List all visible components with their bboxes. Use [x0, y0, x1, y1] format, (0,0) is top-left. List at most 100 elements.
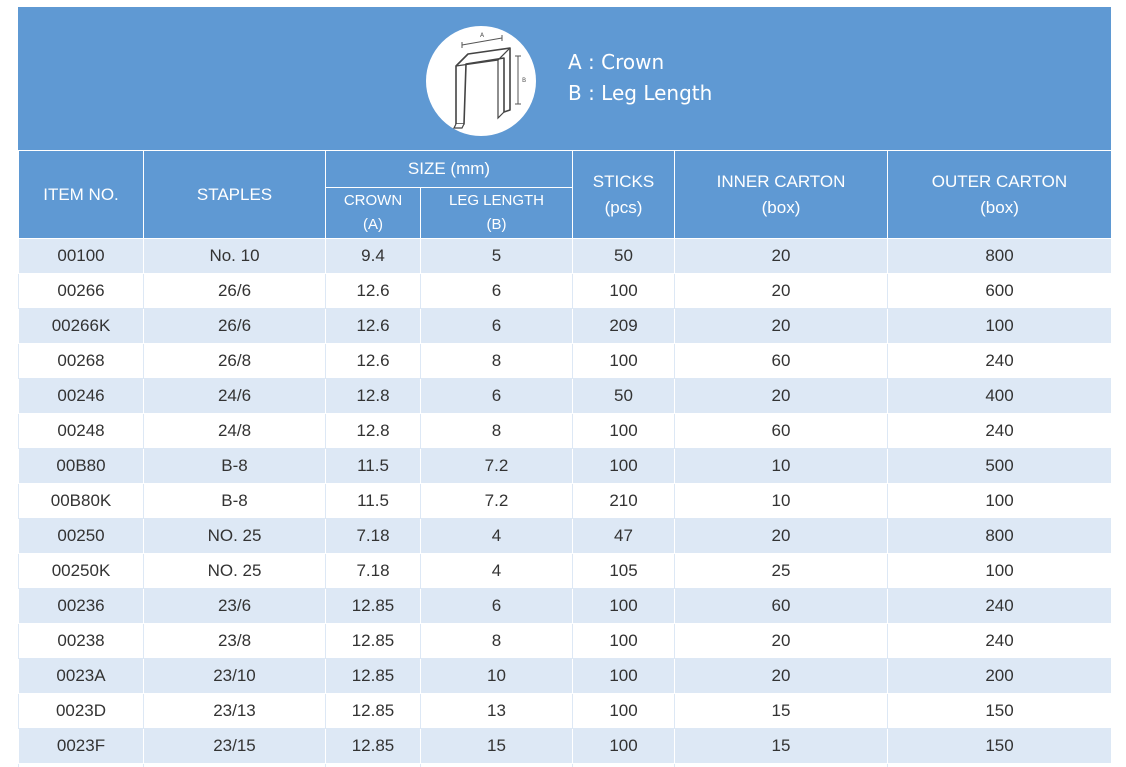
cell-outer-carton: 240 — [887, 588, 1111, 624]
cell-outer-carton: 800 — [887, 518, 1111, 554]
cell-crown: 11.5 — [325, 448, 421, 484]
table-row: 00236 23/6 12.85 6 100 60 240 — [18, 588, 1111, 624]
cell-inner-carton — [674, 763, 888, 767]
cell-crown: 7.18 — [325, 518, 421, 554]
cell-item-no: 0023F — [18, 728, 144, 764]
cell-crown: 11.5 — [325, 483, 421, 519]
col-size: SIZE (mm) — [325, 150, 573, 188]
cell-inner-carton: 10 — [674, 448, 888, 484]
cell-inner-carton: 60 — [674, 588, 888, 624]
cell-leg-length: 4 — [420, 553, 573, 589]
cell-staples: 23/8 — [143, 623, 326, 659]
cell-crown: 12.6 — [325, 308, 421, 344]
dimension-legend: A : Crown B : Leg Length — [568, 47, 712, 109]
cell-outer-carton: 240 — [887, 413, 1111, 449]
cell-staples: 23/13 — [143, 693, 326, 729]
cell-item-no: 00246 — [18, 378, 144, 414]
cell-inner-carton: 60 — [674, 343, 888, 379]
cell-outer-carton: 240 — [887, 623, 1111, 659]
cell-sticks: 100 — [572, 728, 675, 764]
cell-staples: 23/6 — [143, 588, 326, 624]
cell-outer-carton: 400 — [887, 378, 1111, 414]
cell-staples — [143, 763, 326, 767]
table-row: 00250 NO. 25 7.18 4 47 20 800 — [18, 518, 1111, 554]
cell-item-no: 00236 — [18, 588, 144, 624]
cell-item-no: 00250 — [18, 518, 144, 554]
col-crown: CROWN (A) — [325, 187, 421, 239]
cell-sticks: 50 — [572, 238, 675, 274]
cell-leg-length: 4 — [420, 518, 573, 554]
cell-crown: 12.6 — [325, 273, 421, 309]
legend-leg-length: B : Leg Length — [568, 81, 713, 105]
staples-spec-panel: A B A : Crown B : Leg Length — [18, 7, 1111, 767]
col-inner-carton-label: INNER CARTON — [716, 171, 846, 191]
cell-crown: 12.85 — [325, 658, 421, 694]
table-row: 00246 24/6 12.8 6 50 20 400 — [18, 378, 1111, 414]
leg-dimension-label: B — [522, 77, 526, 84]
col-leg-length-unit: (B) — [486, 216, 507, 233]
cell-staples: 24/6 — [143, 378, 326, 414]
cell-staples: No. 10 — [143, 238, 326, 274]
cell-outer-carton: 200 — [887, 658, 1111, 694]
col-leg-length: LEG LENGTH (B) — [420, 187, 573, 239]
cell-inner-carton: 60 — [674, 413, 888, 449]
table-row: 0023D 23/13 12.85 13 100 15 150 — [18, 693, 1111, 729]
cell-crown: 12.85 — [325, 588, 421, 624]
staple-diagram: A B — [426, 26, 536, 136]
col-item-no: ITEM NO. — [18, 150, 144, 239]
cell-item-no — [18, 763, 144, 767]
cell-outer-carton: 800 — [887, 238, 1111, 274]
table-row: 00238 23/8 12.85 8 100 20 240 — [18, 623, 1111, 659]
cell-leg-length: 6 — [420, 588, 573, 624]
col-leg-length-label: LEG LENGTH — [448, 192, 545, 209]
cell-staples: NO. 25 — [143, 518, 326, 554]
cell-leg-length: 6 — [420, 273, 573, 309]
cell-sticks: 105 — [572, 553, 675, 589]
cell-leg-length: 7.2 — [420, 483, 573, 519]
cell-staples: 23/10 — [143, 658, 326, 694]
cell-crown: 12.6 — [325, 343, 421, 379]
cell-sticks: 100 — [572, 693, 675, 729]
crown-dimension-label: A — [480, 32, 485, 39]
cell-sticks: 100 — [572, 448, 675, 484]
table-row: 00266K 26/6 12.6 6 209 20 100 — [18, 308, 1111, 344]
col-sticks-label: STICKS — [592, 171, 655, 191]
table-row: 0023A 23/10 12.85 10 100 20 200 — [18, 658, 1111, 694]
cell-inner-carton: 20 — [674, 308, 888, 344]
col-outer-carton-unit: (box) — [980, 197, 1019, 217]
table-row: 00268 26/8 12.6 8 100 60 240 — [18, 343, 1111, 379]
cell-item-no: 00266K — [18, 308, 144, 344]
cell-staples: B-8 — [143, 483, 326, 519]
table-row: 00B80 B-8 11.5 7.2 100 10 500 — [18, 448, 1111, 484]
cell-item-no: 00100 — [18, 238, 144, 274]
cell-sticks — [572, 763, 675, 767]
table-row: 00100 No. 10 9.4 5 50 20 800 — [18, 238, 1111, 274]
cell-leg-length: 6 — [420, 308, 573, 344]
cell-outer-carton: 100 — [887, 308, 1111, 344]
cell-leg-length: 6 — [420, 378, 573, 414]
cell-staples: 24/8 — [143, 413, 326, 449]
cell-sticks: 210 — [572, 483, 675, 519]
cell-crown: 12.8 — [325, 378, 421, 414]
col-crown-label: CROWN — [343, 192, 403, 209]
cell-inner-carton: 20 — [674, 273, 888, 309]
table-row: 00266 26/6 12.6 6 100 20 600 — [18, 273, 1111, 309]
cell-crown: 7.18 — [325, 553, 421, 589]
cell-leg-length: 10 — [420, 658, 573, 694]
cell-staples: 26/6 — [143, 273, 326, 309]
cell-inner-carton: 20 — [674, 378, 888, 414]
cell-inner-carton: 15 — [674, 693, 888, 729]
cell-item-no: 00266 — [18, 273, 144, 309]
cell-leg-length: 8 — [420, 343, 573, 379]
cell-inner-carton: 25 — [674, 553, 888, 589]
table-row: 00250K NO. 25 7.18 4 105 25 100 — [18, 553, 1111, 589]
cell-item-no: 0023D — [18, 693, 144, 729]
cell-sticks: 209 — [572, 308, 675, 344]
cell-outer-carton: 100 — [887, 483, 1111, 519]
table-body: 00100 No. 10 9.4 5 50 20 800 00266 26/6 12.6 6 100 2… — [18, 238, 1111, 767]
cell-inner-carton: 20 — [674, 623, 888, 659]
cell-item-no: 00B80 — [18, 448, 144, 484]
staple-icon: A B — [453, 32, 526, 129]
cell-staples: 23/15 — [143, 728, 326, 764]
table-row: 00B80K B-8 11.5 7.2 210 10 100 — [18, 483, 1111, 519]
